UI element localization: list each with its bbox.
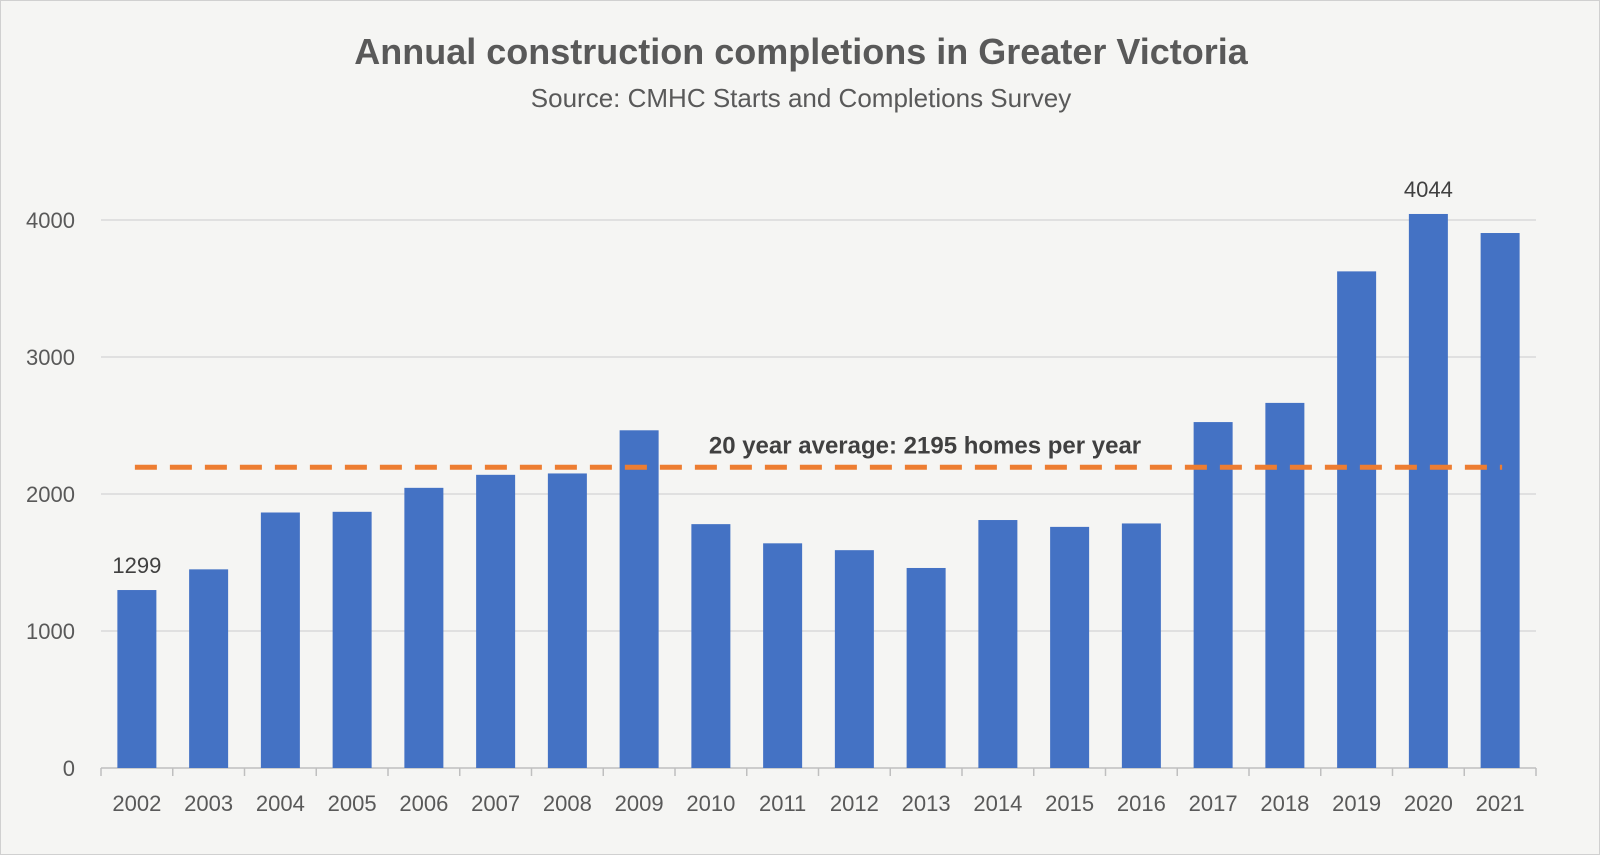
bar-2002 [117, 590, 157, 768]
chart-subtitle: Source: CMHC Starts and Completions Surv… [530, 83, 1072, 113]
bar-2018 [1265, 402, 1305, 768]
x-tick-label: 2021 [1476, 791, 1525, 816]
x-tick-label: 2006 [399, 791, 448, 816]
x-tick-label: 2012 [830, 791, 879, 816]
bar-2003 [189, 569, 229, 768]
x-tick-label: 2003 [184, 791, 233, 816]
x-tick-label: 2007 [471, 791, 520, 816]
x-tick-label: 2014 [973, 791, 1022, 816]
bar-2015 [1050, 526, 1090, 768]
bar-2014 [978, 520, 1018, 768]
x-tick-label: 2010 [686, 791, 735, 816]
bar-2006 [404, 487, 444, 768]
bar-2012 [834, 550, 874, 768]
x-tick-label: 2005 [328, 791, 377, 816]
x-tick-label: 2011 [759, 791, 806, 816]
x-tick-label: 2008 [543, 791, 592, 816]
bar-2004 [260, 512, 300, 768]
x-tick-label: 2004 [256, 791, 305, 816]
bar-2005 [332, 511, 372, 768]
bar-2019 [1337, 271, 1377, 768]
x-tick-label: 2013 [902, 791, 951, 816]
y-tick-label: 2000 [26, 482, 75, 507]
x-tick-label: 2017 [1189, 791, 1238, 816]
y-tick-label: 0 [63, 756, 75, 781]
x-tick-label: 2018 [1260, 791, 1309, 816]
bar-2013 [906, 567, 946, 768]
bar-2011 [763, 543, 803, 768]
x-tick-label: 2016 [1117, 791, 1166, 816]
x-tick-label: 2020 [1404, 791, 1453, 816]
bar-2009 [619, 430, 659, 768]
bar-2008 [547, 473, 587, 768]
data-label-2002: 1299 [112, 553, 161, 578]
bar-2016 [1121, 523, 1161, 768]
x-tick-label: 2002 [112, 791, 161, 816]
bar-2021 [1480, 233, 1520, 768]
chart-title: Annual construction completions in Great… [354, 31, 1248, 72]
bar-2007 [476, 474, 516, 768]
x-tick-label: 2019 [1332, 791, 1381, 816]
data-label-2020: 4044 [1404, 177, 1453, 202]
bar-2010 [691, 524, 731, 768]
bar-2017 [1193, 422, 1233, 768]
y-tick-label: 4000 [26, 208, 75, 233]
x-tick-label: 2009 [615, 791, 664, 816]
average-reference-label: 20 year average: 2195 homes per year [709, 432, 1141, 459]
y-tick-label: 1000 [26, 619, 75, 644]
x-tick-label: 2015 [1045, 791, 1094, 816]
bar-2020 [1408, 213, 1448, 769]
y-tick-label: 3000 [26, 345, 75, 370]
